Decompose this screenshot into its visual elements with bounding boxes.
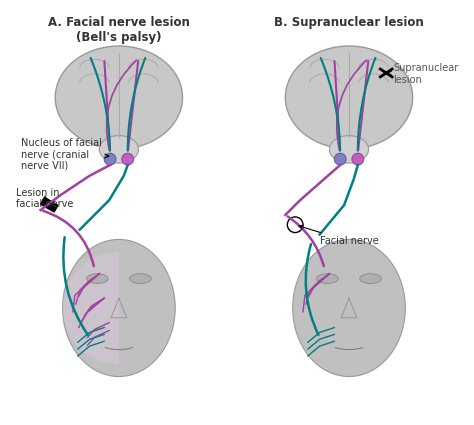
Bar bbox=[41, 197, 58, 212]
Text: Lesion in
facial nerve: Lesion in facial nerve bbox=[16, 187, 73, 209]
Circle shape bbox=[122, 153, 134, 165]
Ellipse shape bbox=[317, 274, 338, 283]
Ellipse shape bbox=[87, 274, 108, 283]
Ellipse shape bbox=[130, 274, 151, 283]
Circle shape bbox=[334, 153, 346, 165]
Ellipse shape bbox=[329, 136, 369, 163]
Ellipse shape bbox=[360, 274, 381, 283]
Text: A. Facial nerve lesion
(Bell's palsy): A. Facial nerve lesion (Bell's palsy) bbox=[48, 16, 190, 44]
Text: Supranuclear
lesion: Supranuclear lesion bbox=[387, 63, 458, 85]
Text: Facial nerve: Facial nerve bbox=[299, 225, 378, 246]
Circle shape bbox=[104, 153, 116, 165]
Ellipse shape bbox=[285, 46, 413, 149]
Ellipse shape bbox=[293, 239, 405, 377]
Ellipse shape bbox=[63, 239, 175, 377]
Text: B. Supranuclear lesion: B. Supranuclear lesion bbox=[274, 16, 424, 29]
Circle shape bbox=[352, 153, 364, 165]
Wedge shape bbox=[63, 252, 119, 364]
Text: Nucleus of facial
nerve (cranial
nerve VII): Nucleus of facial nerve (cranial nerve V… bbox=[21, 138, 109, 171]
Ellipse shape bbox=[55, 46, 182, 149]
Ellipse shape bbox=[100, 136, 138, 163]
